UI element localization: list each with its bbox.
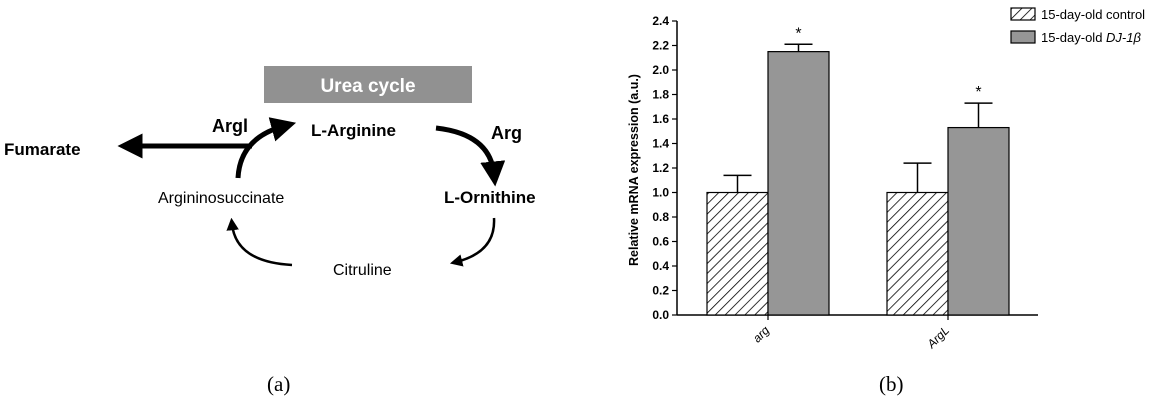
bars-group: ** bbox=[706, 25, 1010, 320]
y-tick-label: 2.0 bbox=[652, 63, 669, 77]
y-tick-label: 1.4 bbox=[652, 137, 669, 151]
l-arginine-label: L-Arginine bbox=[311, 121, 396, 140]
citruline-to-argininosuccinate-arrow bbox=[226, 217, 293, 267]
urea-cycle-banner-label: Urea cycle bbox=[320, 76, 415, 97]
y-tick-label: 0.2 bbox=[652, 284, 669, 298]
y-tick-label: 0.6 bbox=[652, 235, 669, 249]
y-tick-label: 1.0 bbox=[652, 186, 669, 200]
ornithine-to-citruline-arrow bbox=[449, 217, 496, 267]
y-tick-label: 1.8 bbox=[652, 88, 669, 102]
y-tick-label: 0.0 bbox=[652, 308, 669, 322]
x-tick-label: arg bbox=[750, 323, 772, 345]
mrna-expression-chart: Relative mRNA expression (a.u.) 0.00.20.… bbox=[627, 7, 1145, 396]
legend-swatch-treated bbox=[1010, 30, 1036, 44]
l-ornithine-label: L-Ornithine bbox=[444, 188, 536, 207]
panel-a-caption: (a) bbox=[267, 372, 290, 396]
y-tick-label: 2.2 bbox=[652, 39, 669, 53]
y-tick-label: 0.4 bbox=[652, 259, 669, 273]
argininosuccinate-label: Argininosuccinate bbox=[158, 190, 284, 207]
legend-label-treated: 15-day-old DJ-1β bbox=[1041, 30, 1141, 45]
legend-label-control: 15-day-old control bbox=[1041, 7, 1145, 22]
argl-arrow bbox=[235, 117, 297, 179]
y-tick-label: 1.2 bbox=[652, 161, 669, 175]
fumarate-label: Fumarate bbox=[4, 140, 81, 159]
bar-arg-series-1 bbox=[767, 51, 830, 316]
argl-enzyme-label: Argl bbox=[212, 116, 248, 136]
legend-label-treated-prefix: 15-day-old bbox=[1041, 30, 1106, 45]
citruline-label: Citruline bbox=[333, 262, 392, 279]
y-tick-label: 1.6 bbox=[652, 112, 669, 126]
legend: 15-day-old control 15-day-old DJ-1β bbox=[1010, 7, 1145, 45]
legend-label-treated-italic: DJ-1β bbox=[1106, 30, 1141, 45]
y-axis-title: Relative mRNA expression (a.u.) bbox=[627, 74, 641, 266]
y-axis-ticks: 0.0 0.2 0.4 0.6 0.8 1.0 1.2 1.4 1.6 1.8 2.0 2.2 2.4 bbox=[652, 14, 677, 322]
bar-arg-series-0 bbox=[706, 191, 769, 316]
legend-swatch-control bbox=[1010, 7, 1036, 21]
significance-marker: * bbox=[975, 84, 981, 101]
bar-argl-series-1 bbox=[947, 126, 1010, 316]
bar-argl-series-0 bbox=[886, 191, 949, 316]
x-axis-labels: arg ArgL bbox=[750, 323, 952, 352]
significance-marker: * bbox=[795, 25, 801, 42]
panel-b-caption: (b) bbox=[879, 372, 904, 396]
urea-cycle-banner bbox=[264, 66, 472, 103]
x-tick-label: ArgL bbox=[924, 323, 953, 352]
urea-cycle-diagram: Urea cycle Fumarate Argl L-Arginine Arg … bbox=[4, 66, 536, 396]
y-tick-label: 0.8 bbox=[652, 210, 669, 224]
y-tick-label: 2.4 bbox=[652, 14, 669, 28]
arg-arrow bbox=[435, 125, 506, 187]
arg-enzyme-label: Arg bbox=[491, 123, 522, 143]
